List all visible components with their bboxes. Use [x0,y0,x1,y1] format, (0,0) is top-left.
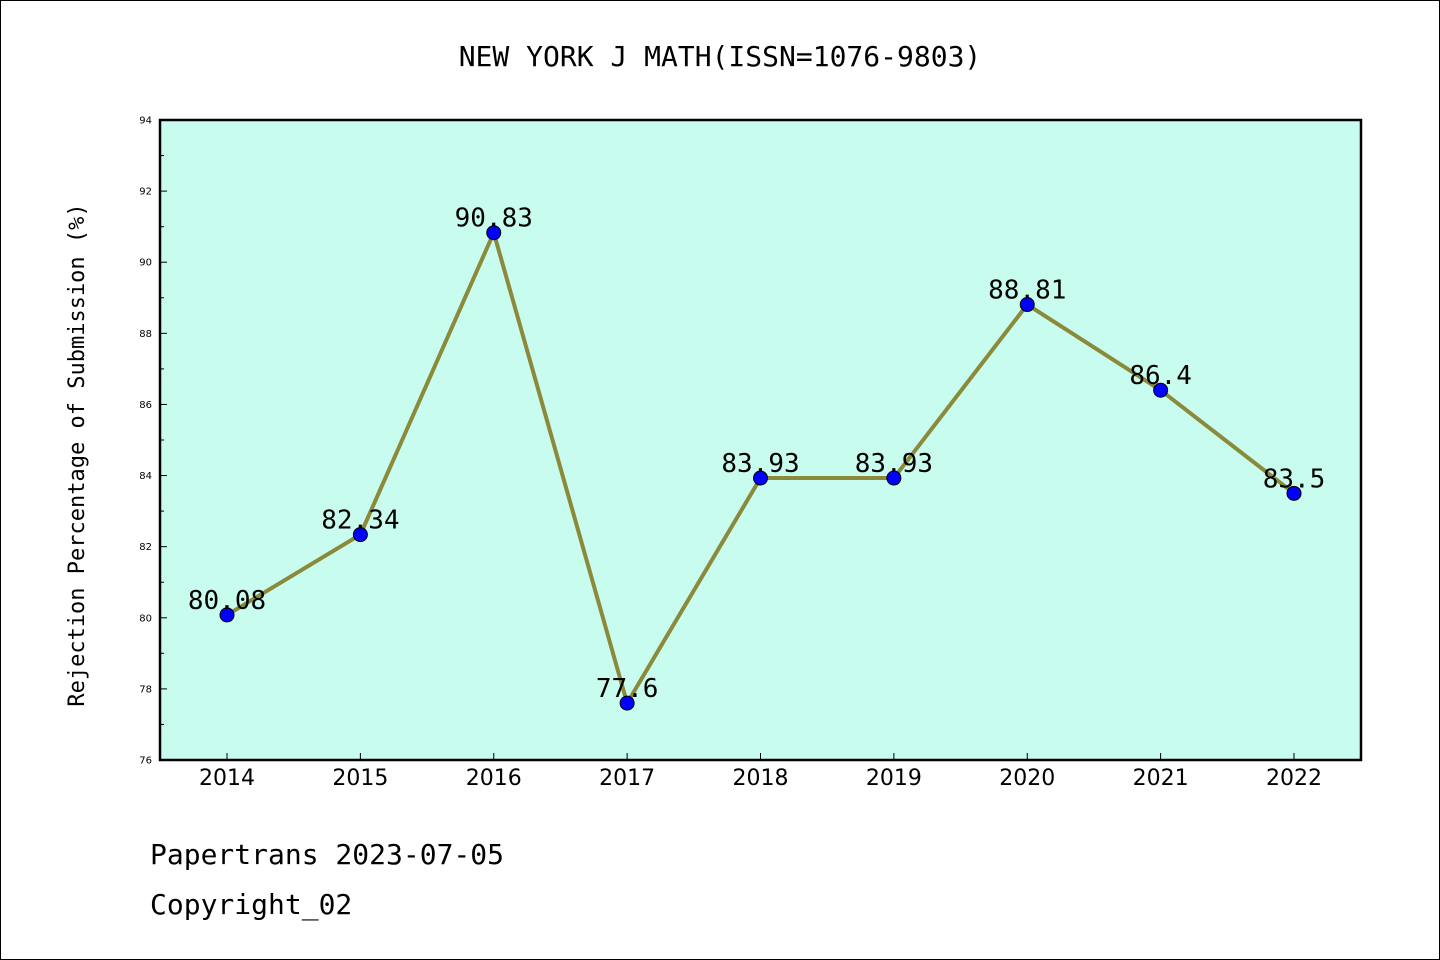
data-point [619,695,635,711]
x-tick-label: 2014 [199,766,255,791]
data-label: 90.83 [455,204,533,234]
data-point [352,527,368,543]
data-labels: 80.08 82.34 90.83 77.6 83.93 83.93 88.81 86.4 83… [188,204,1325,704]
data-label: 77.6 [596,674,659,704]
data-label: 83.93 [721,449,799,479]
data-point [1153,382,1169,398]
y-tick-label: 82 [139,542,152,553]
x-tick-label: 2018 [733,766,789,791]
data-point [1019,297,1035,313]
data-label: 88.81 [988,276,1066,306]
y-tick-label: 76 [139,756,152,767]
data-label: 80.08 [188,586,266,616]
x-tick-label: 2022 [1266,766,1322,791]
y-tick-label: 88 [139,329,152,340]
footer-copyright: Copyright_02 [150,888,352,922]
y-tick-label: 78 [139,684,152,695]
data-point [1286,485,1302,501]
data-point [486,225,502,241]
y-tick-label: 90 [139,258,152,269]
data-point [886,470,902,486]
series-points [219,225,1302,711]
plot-border [158,118,1363,762]
data-label: 82.34 [321,506,399,536]
y-tick-label: 84 [139,471,152,482]
data-label: 83.5 [1263,464,1326,494]
x-tick-label: 2015 [332,766,388,791]
x-tick-label: 2021 [1133,766,1189,791]
footer-date: Papertrans 2023-07-05 [150,838,504,871]
y-tick-label: 92 [139,187,152,198]
data-label: 83.93 [855,449,933,479]
x-tick-label: 2020 [999,766,1055,791]
y-tick-label: 80 [139,613,152,624]
data-point [219,607,235,623]
data-point [753,470,768,486]
data-label: 86.4 [1129,361,1192,391]
x-axis: 2014 2015 2016 2017 2018 2019 2020 2021 2022 [199,753,1322,791]
x-tick-label: 2019 [866,766,922,791]
x-tick-label: 2017 [599,766,655,791]
plot-area [160,120,1361,760]
y-tick-label: 94 [139,116,152,127]
chart-title: NEW YORK J MATH(ISSN=1076-9803) [459,40,982,73]
y-tick-label: 86 [139,400,152,411]
y-axis-label: Rejection Percentage of Submission (%) [65,203,90,706]
x-tick-label: 2016 [466,766,522,791]
